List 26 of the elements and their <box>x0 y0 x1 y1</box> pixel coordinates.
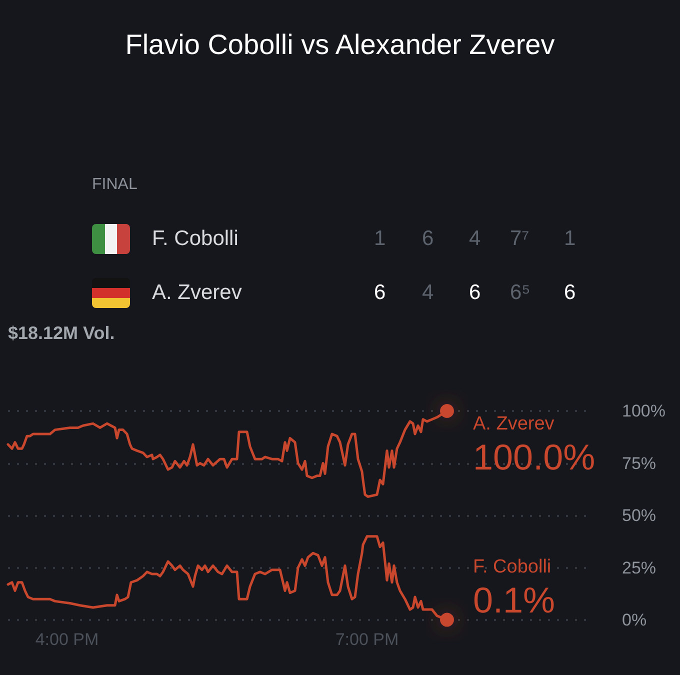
text: A. Zverev <box>152 280 242 306</box>
y-tick-label: 0% <box>622 610 647 630</box>
text: 6 <box>469 280 481 306</box>
text: 6⁵ <box>510 280 530 306</box>
text: 6 <box>374 280 386 306</box>
text: F. Cobolli <box>152 226 238 252</box>
text: 1 <box>564 226 576 252</box>
y-tick-label: 75% <box>622 454 656 473</box>
data-label: 100.0% <box>473 436 596 478</box>
text: 6 <box>422 226 434 252</box>
text: 4 <box>469 226 481 252</box>
text: F. Cobolli <box>473 556 552 578</box>
text: 6 <box>564 280 576 306</box>
x-tick-label: 7:00 PM <box>335 630 399 649</box>
y-tick-label: 100% <box>622 402 666 420</box>
y-tick-label: 50% <box>622 506 656 525</box>
text: $18.12M Vol. <box>8 323 115 343</box>
text: 4 <box>422 280 434 306</box>
text: FINAL <box>92 175 138 195</box>
text: 1 <box>374 226 386 252</box>
text: Flavio Cobolli vs Alexander Zverev <box>124 28 556 62</box>
text: 7⁷ <box>510 226 530 252</box>
series-label: A. Zverev <box>473 414 555 434</box>
y-tick-label: 25% <box>622 558 656 578</box>
x-tick-label: 4:00 PM <box>35 630 99 649</box>
data-label: 0.1% <box>473 579 556 620</box>
